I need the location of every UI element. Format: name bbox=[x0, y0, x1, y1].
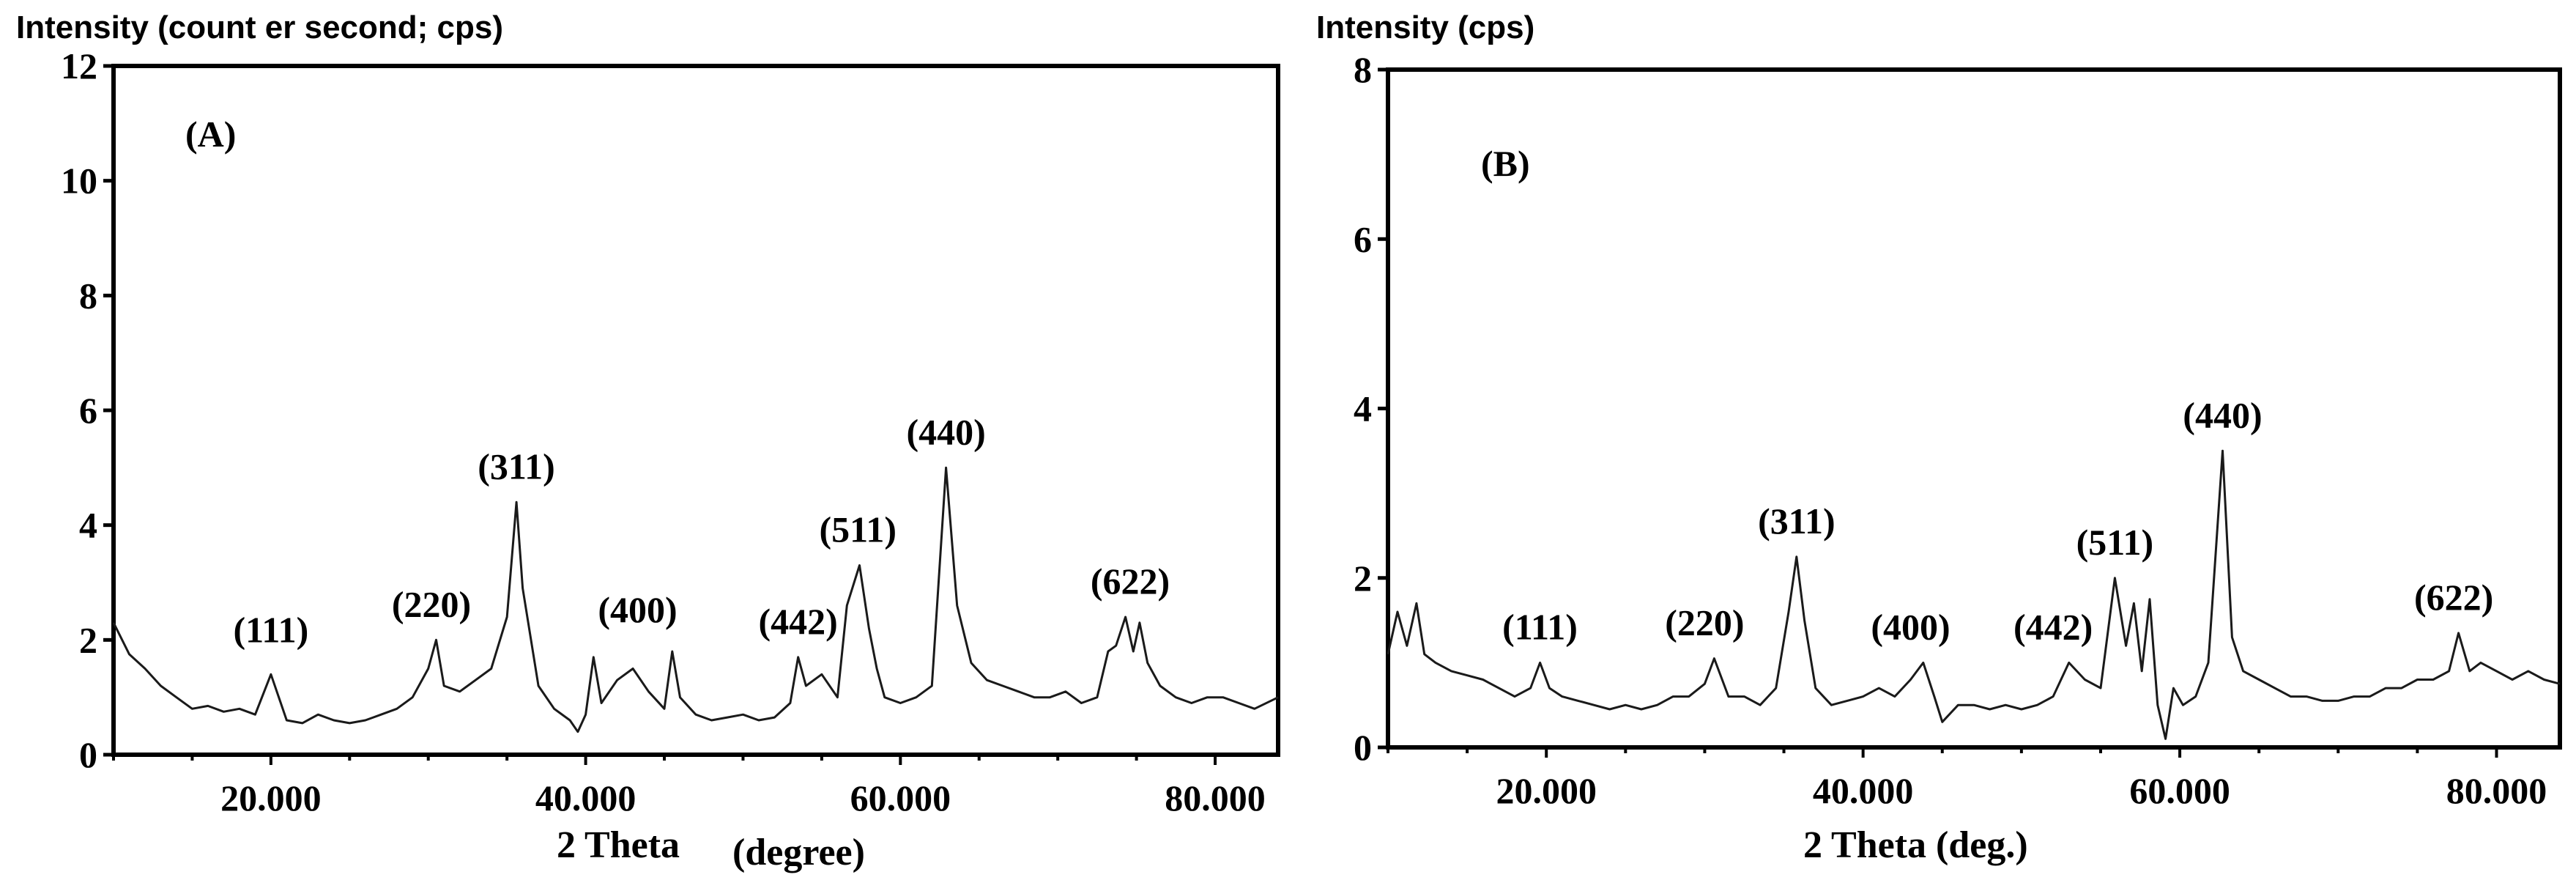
chart-b-xtick-label: 20.000 bbox=[1496, 770, 1597, 811]
chart-b-ytick-label: 6 bbox=[1354, 218, 1372, 259]
chart-a-ylabel: Intensity (count er second; cps) bbox=[16, 10, 503, 45]
chart-b-ytick-label: 0 bbox=[1354, 727, 1372, 768]
chart-a-xlabel-main: 2 Theta bbox=[557, 824, 680, 866]
chart-b-peak-label: (622) bbox=[2414, 577, 2493, 618]
chart-b-panel-label: (B) bbox=[1481, 143, 1530, 184]
chart-b-peak-label: (111) bbox=[1502, 606, 1578, 647]
chart-panel-b: Intensity (cps) (B) 0 2 4 6 8 20.000 40.000 60… bbox=[1316, 10, 2562, 866]
chart-a-peak-label: (442) bbox=[759, 601, 838, 642]
chart-b-ylabel: Intensity (cps) bbox=[1316, 10, 1534, 45]
chart-a-ytick-label: 10 bbox=[61, 160, 97, 202]
chart-b-peak-label: (511) bbox=[2076, 522, 2154, 563]
chart-a-ytick-label: 2 bbox=[79, 619, 97, 660]
chart-a-frame bbox=[111, 64, 1280, 757]
chart-b-ytick-label: 2 bbox=[1354, 558, 1372, 599]
chart-b-ytick-label: 8 bbox=[1354, 49, 1372, 90]
chart-b-peak-label: (311) bbox=[1758, 500, 1836, 541]
chart-b-series-line bbox=[1387, 449, 2561, 740]
chart-a-peak-labels: (111) (220) (311) (400) (442) (511) (440) (622) bbox=[233, 411, 1170, 650]
chart-a-peak-label: (440) bbox=[906, 411, 985, 452]
chart-a-x-axis: 20.000 40.000 60.000 80.000 bbox=[112, 755, 1266, 818]
chart-panel-a: Intensity (count er second; cps) (A) 0 2 4… bbox=[16, 10, 1280, 873]
chart-a-ytick-label: 8 bbox=[79, 275, 97, 316]
chart-a-peak-label: (311) bbox=[478, 446, 555, 487]
chart-b-peak-label: (400) bbox=[1871, 606, 1950, 647]
chart-a-xtick-label: 20.000 bbox=[220, 777, 322, 818]
chart-b-y-axis: 0 2 4 6 8 bbox=[1354, 49, 1388, 768]
chart-a-peak-label: (111) bbox=[233, 610, 308, 651]
chart-a-ytick-label: 12 bbox=[61, 45, 97, 86]
chart-a-peak-label: (622) bbox=[1091, 561, 1170, 602]
chart-b-peak-label: (442) bbox=[2013, 606, 2093, 647]
chart-b-xtick-label: 60.000 bbox=[2129, 770, 2230, 811]
chart-a-peak-label: (220) bbox=[392, 583, 471, 624]
chart-b-peak-labels: (111) (220) (311) (400) (442) (511) (440) (622) bbox=[1502, 394, 2493, 647]
chart-a-panel-label: (A) bbox=[185, 114, 236, 155]
chart-a-xtick-label: 40.000 bbox=[535, 777, 636, 818]
chart-a-xlabel-unit: (degree) bbox=[732, 832, 865, 873]
chart-a-ytick-label: 4 bbox=[79, 505, 97, 546]
chart-a-series-line bbox=[112, 466, 1279, 733]
chart-b-ytick-label: 4 bbox=[1354, 388, 1372, 429]
chart-b-peak-label: (220) bbox=[1665, 602, 1744, 643]
chart-a-xtick-label: 80.000 bbox=[1165, 777, 1266, 818]
chart-a-xtick-label: 60.000 bbox=[850, 777, 951, 818]
chart-b-xtick-label: 40.000 bbox=[1813, 770, 1914, 811]
chart-a-y-axis: 0 2 4 6 8 10 12 bbox=[61, 45, 114, 775]
chart-b-peak-label: (440) bbox=[2183, 394, 2262, 435]
chart-a-peak-label: (400) bbox=[598, 589, 677, 630]
chart-b-xlabel-main: 2 Theta (deg.) bbox=[1803, 824, 2028, 866]
chart-a-ytick-label: 6 bbox=[79, 390, 97, 431]
chart-b-xtick-label: 80.000 bbox=[2446, 770, 2547, 811]
chart-a-peak-label: (511) bbox=[820, 509, 897, 550]
chart-a-ytick-label: 0 bbox=[79, 734, 97, 775]
chart-b-x-axis: 20.000 40.000 60.000 80.000 bbox=[1387, 747, 2547, 811]
